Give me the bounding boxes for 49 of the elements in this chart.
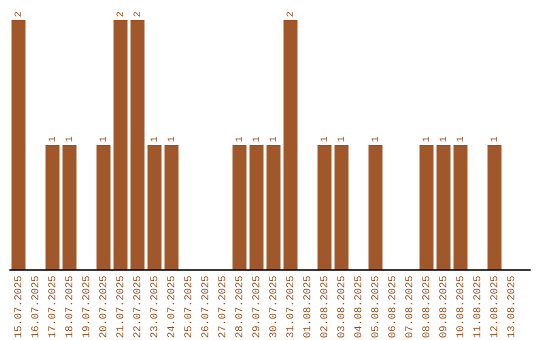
data-label: 1: [100, 136, 106, 142]
x-tick-label: 26.07.2025: [201, 276, 208, 338]
x-tick-label: 27.07.2025: [218, 276, 226, 338]
x-tick-label: 13.08.2025: [507, 276, 514, 338]
x-tick-label: 18.07.2025: [65, 276, 72, 338]
data-label: 1: [48, 136, 56, 142]
x-tick-label: 17.07.2025: [48, 276, 56, 338]
x-tick-label: 29.07.2025: [252, 276, 260, 338]
data-label: 2: [134, 12, 140, 17]
x-tick-label: 16.07.2025: [31, 276, 38, 338]
x-tick-label: 30.07.2025: [269, 276, 276, 338]
x-tick-label: 02.08.2025: [320, 276, 328, 338]
data-label: 2: [286, 12, 294, 17]
x-tick-label: 20.07.2025: [99, 276, 106, 338]
x-tick-label: 07.08.2025: [405, 276, 412, 338]
x-tick-label: 25.07.2025: [184, 276, 192, 338]
x-tick-label: 31.07.2025: [286, 276, 294, 338]
data-label: 2: [14, 12, 22, 17]
data-label: 2: [116, 12, 124, 17]
x-tick-label: 05.08.2025: [371, 276, 378, 338]
x-tick-label: 23.07.2025: [150, 276, 158, 338]
data-label: 1: [150, 136, 158, 142]
data-label: 1: [66, 136, 72, 142]
x-tick-label: 09.08.2025: [439, 276, 446, 338]
x-tick-label: 21.07.2025: [116, 276, 124, 338]
x-tick-label: 15.07.2025: [14, 276, 22, 338]
x-tick-label: 11.08.2025: [473, 276, 480, 338]
x-tick-label: 12.08.2025: [490, 276, 498, 338]
data-label: 1: [270, 136, 276, 142]
data-label: 1: [168, 136, 174, 142]
x-tick-label: 24.07.2025: [167, 276, 174, 338]
x-tick-label: 22.07.2025: [133, 276, 140, 338]
x-tick-label: 06.08.2025: [388, 276, 396, 338]
x-tick-label: 19.07.2025: [82, 276, 90, 338]
x-tick-label: 03.08.2025: [337, 276, 344, 338]
x-tick-label: 28.07.2025: [235, 276, 242, 338]
x-tick-label: 04.08.2025: [354, 276, 362, 338]
data-label: 1: [456, 136, 464, 142]
x-tick-label: 08.08.2025: [422, 276, 430, 338]
data-label: 1: [320, 136, 328, 142]
data-label: 1: [440, 136, 446, 142]
data-label: 1: [422, 136, 430, 142]
data-label: 1: [372, 136, 378, 142]
x-tick-label: 01.08.2025: [303, 276, 310, 338]
data-label: 1: [338, 136, 344, 142]
x-tick-label: 10.08.2025: [456, 276, 464, 338]
data-label: 1: [236, 136, 242, 142]
data-label: 1: [490, 136, 498, 142]
data-label: 1: [252, 136, 260, 142]
